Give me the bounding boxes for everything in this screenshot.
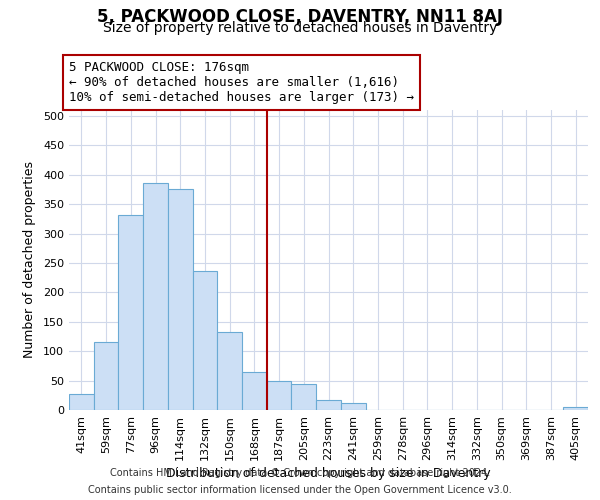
- Bar: [267, 381, 292, 410]
- Text: 5 PACKWOOD CLOSE: 176sqm
← 90% of detached houses are smaller (1,616)
10% of sem: 5 PACKWOOD CLOSE: 176sqm ← 90% of detach…: [69, 61, 414, 104]
- Bar: [118, 214, 143, 410]
- Bar: [316, 400, 341, 410]
- Bar: [292, 384, 316, 410]
- X-axis label: Distribution of detached houses by size in Daventry: Distribution of detached houses by size …: [166, 467, 491, 480]
- Bar: [563, 407, 588, 410]
- Text: Contains public sector information licensed under the Open Government Licence v3: Contains public sector information licen…: [88, 485, 512, 495]
- Bar: [143, 183, 168, 410]
- Bar: [341, 403, 365, 410]
- Text: Contains HM Land Registry data © Crown copyright and database right 2024.: Contains HM Land Registry data © Crown c…: [110, 468, 490, 477]
- Bar: [217, 332, 242, 410]
- Text: 5, PACKWOOD CLOSE, DAVENTRY, NN11 8AJ: 5, PACKWOOD CLOSE, DAVENTRY, NN11 8AJ: [97, 8, 503, 26]
- Bar: [94, 342, 118, 410]
- Text: Size of property relative to detached houses in Daventry: Size of property relative to detached ho…: [103, 21, 497, 35]
- Bar: [168, 190, 193, 410]
- Bar: [242, 372, 267, 410]
- Bar: [193, 270, 217, 410]
- Y-axis label: Number of detached properties: Number of detached properties: [23, 162, 36, 358]
- Bar: [69, 394, 94, 410]
